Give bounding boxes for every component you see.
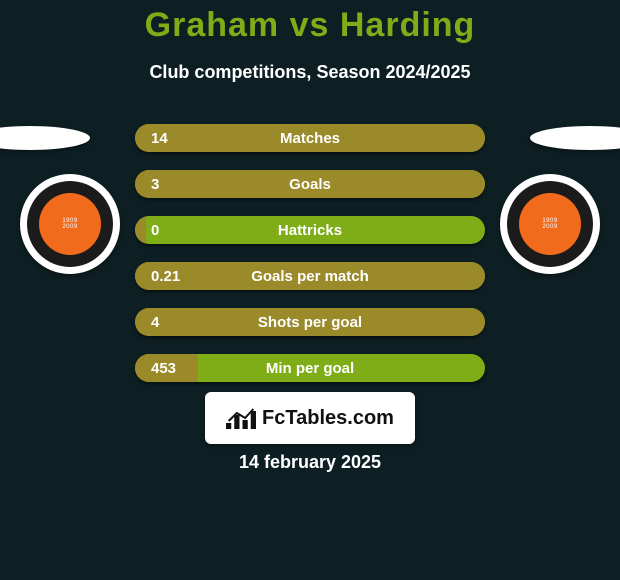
fctables-logo: FcTables.com: [205, 392, 415, 444]
club-badge-right: 1909 2009: [500, 174, 600, 274]
badge-text: 1909 2009: [507, 181, 593, 267]
stat-bar-row: 4Shots per goal: [135, 308, 485, 336]
footer-date: 14 february 2025: [0, 452, 620, 473]
stat-bar-label: Shots per goal: [135, 308, 485, 336]
stat-bar-row: 3Goals: [135, 170, 485, 198]
stat-bar-row: 14Matches: [135, 124, 485, 152]
stat-bar-row: 0Hattricks: [135, 216, 485, 244]
badge-ring: 1909 2009: [507, 181, 593, 267]
badge-text: 1909 2009: [27, 181, 113, 267]
badge-year-right: 2009: [542, 224, 557, 230]
badge-year-right: 2009: [62, 224, 77, 230]
bar-chart-icon: [226, 407, 256, 429]
stat-bar-label: Goals per match: [135, 262, 485, 290]
club-badge-left: 1909 2009: [20, 174, 120, 274]
page-subtitle: Club competitions, Season 2024/2025: [0, 62, 620, 83]
stat-bar-label: Goals: [135, 170, 485, 198]
stat-bar-label: Min per goal: [135, 354, 485, 382]
stat-bars: 14Matches 3Goals 0Hattricks 0.21Goals per m…: [135, 124, 485, 400]
logo-text: FcTables.com: [262, 407, 394, 430]
stat-bar-label: Hattricks: [135, 216, 485, 244]
player-photo-right: [530, 126, 620, 150]
stat-bar-row: 453Min per goal: [135, 354, 485, 382]
comparison-canvas: Graham vs Harding Club competitions, Sea…: [0, 0, 620, 580]
badge-ring: 1909 2009: [27, 181, 113, 267]
stat-bar-row: 0.21Goals per match: [135, 262, 485, 290]
page-title: Graham vs Harding: [0, 6, 620, 45]
player-photo-left: [0, 126, 90, 150]
stat-bar-label: Matches: [135, 124, 485, 152]
